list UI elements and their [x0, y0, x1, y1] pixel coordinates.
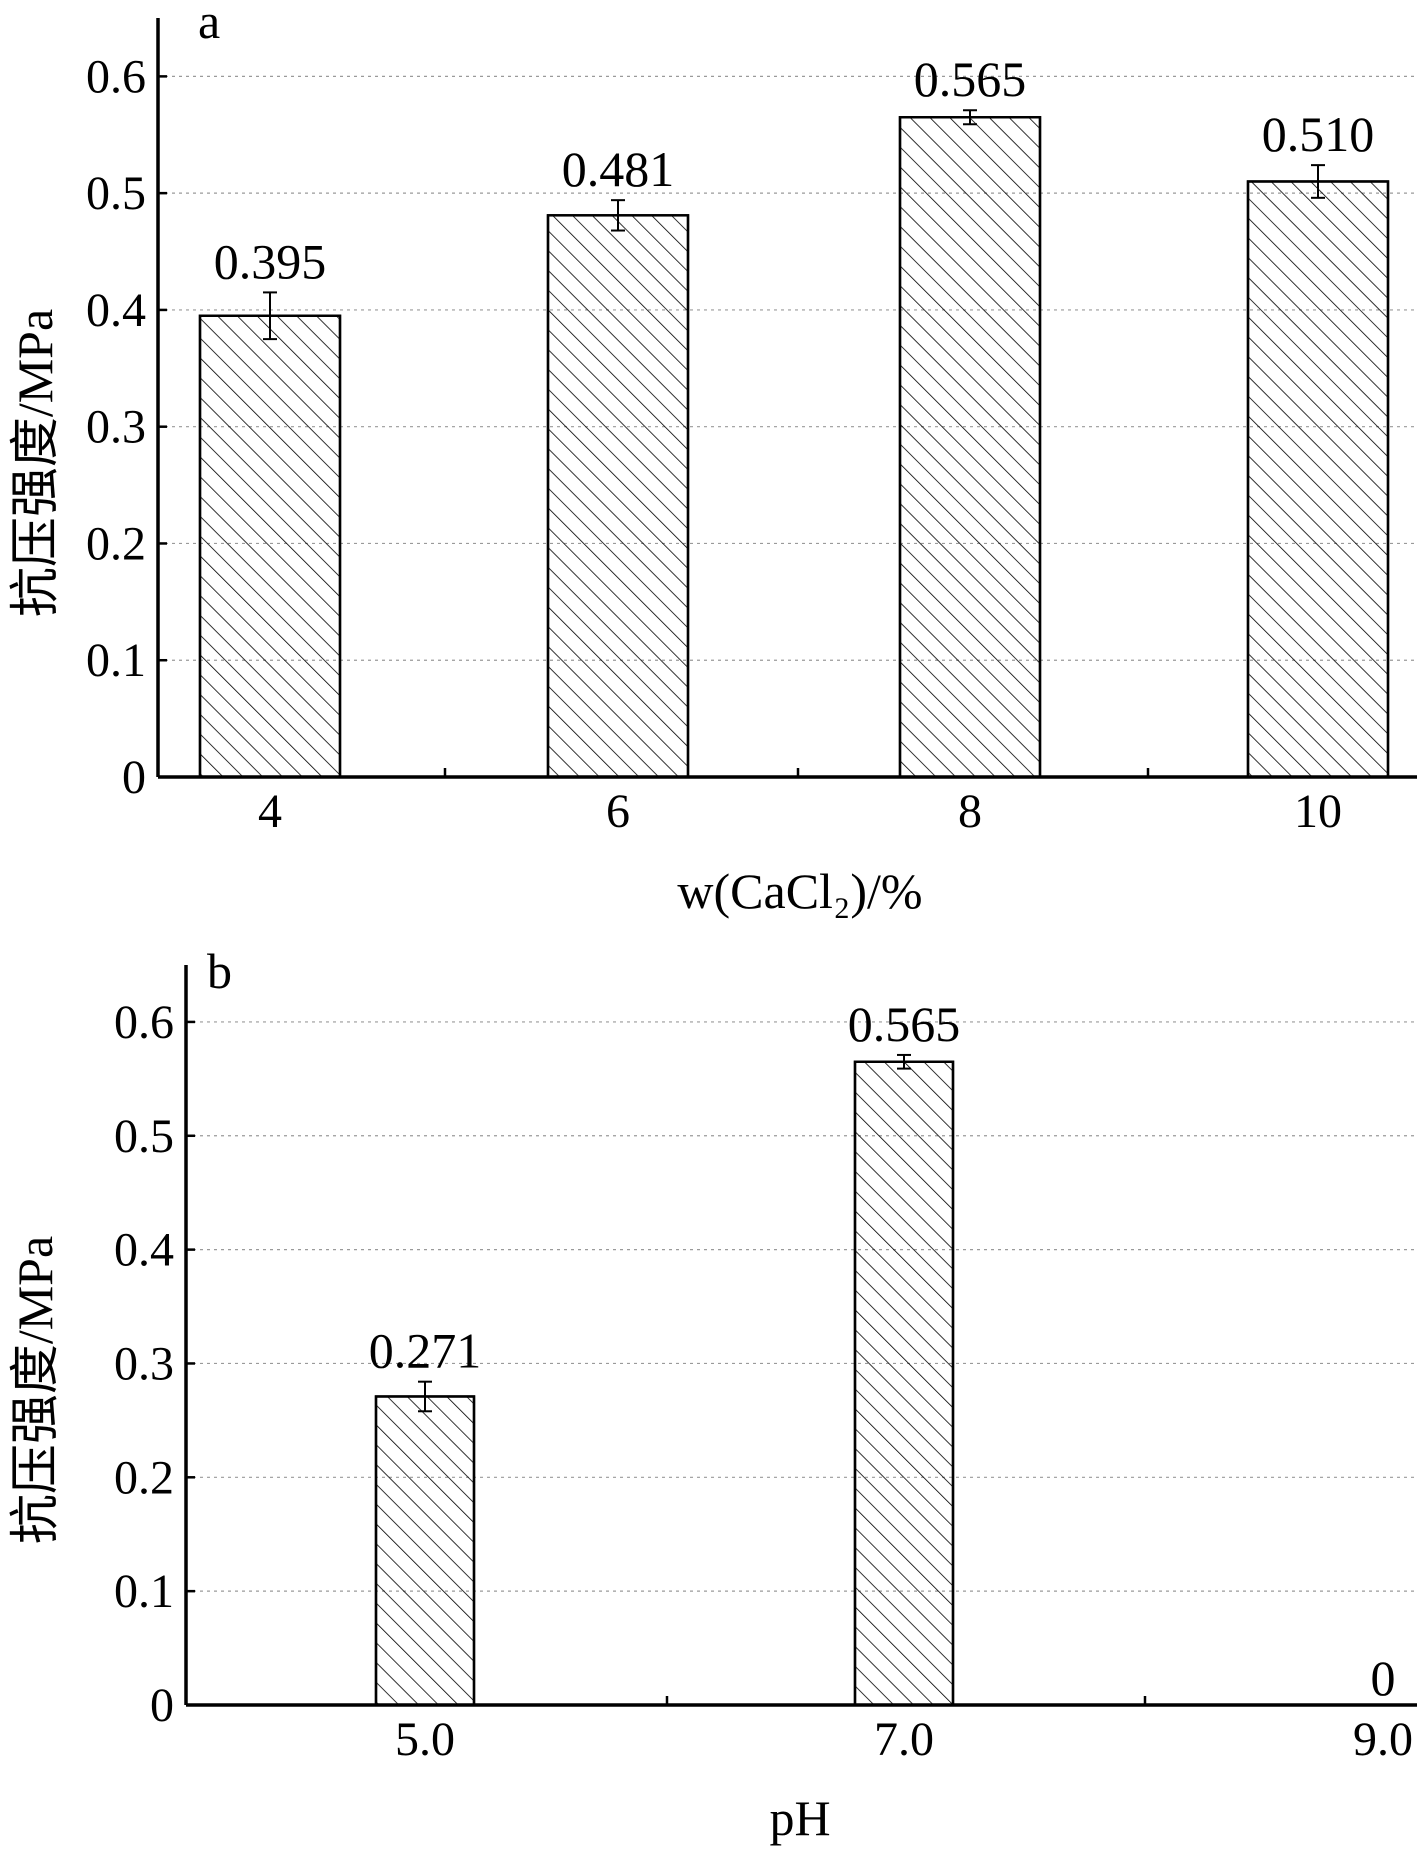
y-ticks-a: 0 0.1 0.2 0.3 0.4 0.5 0.6: [86, 50, 167, 804]
value-label: 0: [1371, 1650, 1396, 1706]
y-tick-label: 0.1: [86, 634, 146, 687]
x-tick-label: 7.0: [874, 1713, 934, 1766]
value-label: 0.481: [562, 141, 675, 197]
y-axis-title-a: 抗压强度/MPa: [7, 309, 63, 617]
grid-lines-a: [158, 75, 1417, 661]
y-tick-label: 0.4: [114, 1224, 174, 1277]
y-ticks-b: 0 0.1 0.2 0.3 0.4 0.5 0.6: [114, 996, 195, 1732]
x-tick-label: 9.0: [1353, 1713, 1413, 1766]
x-ticks-a: 4 6 8 10: [258, 768, 1342, 838]
value-label: 0.395: [214, 233, 327, 289]
y-tick-label: 0.1: [114, 1565, 174, 1618]
y-tick-label: 0.5: [86, 167, 146, 220]
y-axis-title-b: 抗压强度/MPa: [7, 1236, 63, 1544]
y-tick-label: 0: [150, 1679, 174, 1732]
x-tick-label: 4: [258, 785, 282, 838]
y-tick-label: 0.4: [86, 284, 146, 337]
panel-letter-a: a: [198, 0, 220, 49]
y-tick-label: 0.2: [114, 1451, 174, 1504]
x-tick-label: 10: [1294, 785, 1342, 838]
y-tick-label: 0.5: [114, 1110, 174, 1163]
axes-a: [156, 18, 1417, 779]
x-tick-label: 8: [958, 785, 982, 838]
bars-b: 0.271 0.565 0: [369, 996, 1396, 1707]
bar-10: [1246, 180, 1390, 779]
y-tick-label: 0.2: [86, 517, 146, 570]
x-tick-label: 5.0: [395, 1713, 455, 1766]
panel-letter-b: b: [207, 943, 232, 999]
x-tick-label: 6: [606, 785, 630, 838]
x-axis-title-b: pH: [769, 1790, 830, 1846]
x-axis-title-a: w(CaCl₂)/%: [677, 863, 922, 919]
value-label: 0.565: [848, 996, 961, 1052]
axes-b: [184, 965, 1417, 1707]
grid-lines-b: [186, 1021, 1417, 1592]
panel-a: a 抗压强度/MPa w(CaCl₂)/% 0.395 0.481 0.565 0.5…: [7, 0, 1417, 919]
x-ticks-b: 5.0 7.0 9.0: [395, 1696, 1413, 1766]
value-label: 0.271: [369, 1323, 482, 1379]
y-tick-label: 0.6: [114, 996, 174, 1049]
bar-6: [546, 214, 690, 779]
bar-5.0: [374, 1395, 476, 1707]
y-tick-label: 0.3: [114, 1337, 174, 1390]
bar-7.0: [853, 1060, 955, 1707]
value-label: 0.510: [1262, 106, 1375, 162]
bar-4: [198, 314, 342, 779]
bar-8: [898, 116, 1042, 779]
y-tick-label: 0.3: [86, 401, 146, 454]
value-label: 0.565: [914, 51, 1027, 107]
bars-a: 0.395 0.481 0.565 0.510: [198, 51, 1390, 779]
y-tick-label: 0.6: [86, 50, 146, 103]
y-tick-label: 0: [122, 751, 146, 804]
